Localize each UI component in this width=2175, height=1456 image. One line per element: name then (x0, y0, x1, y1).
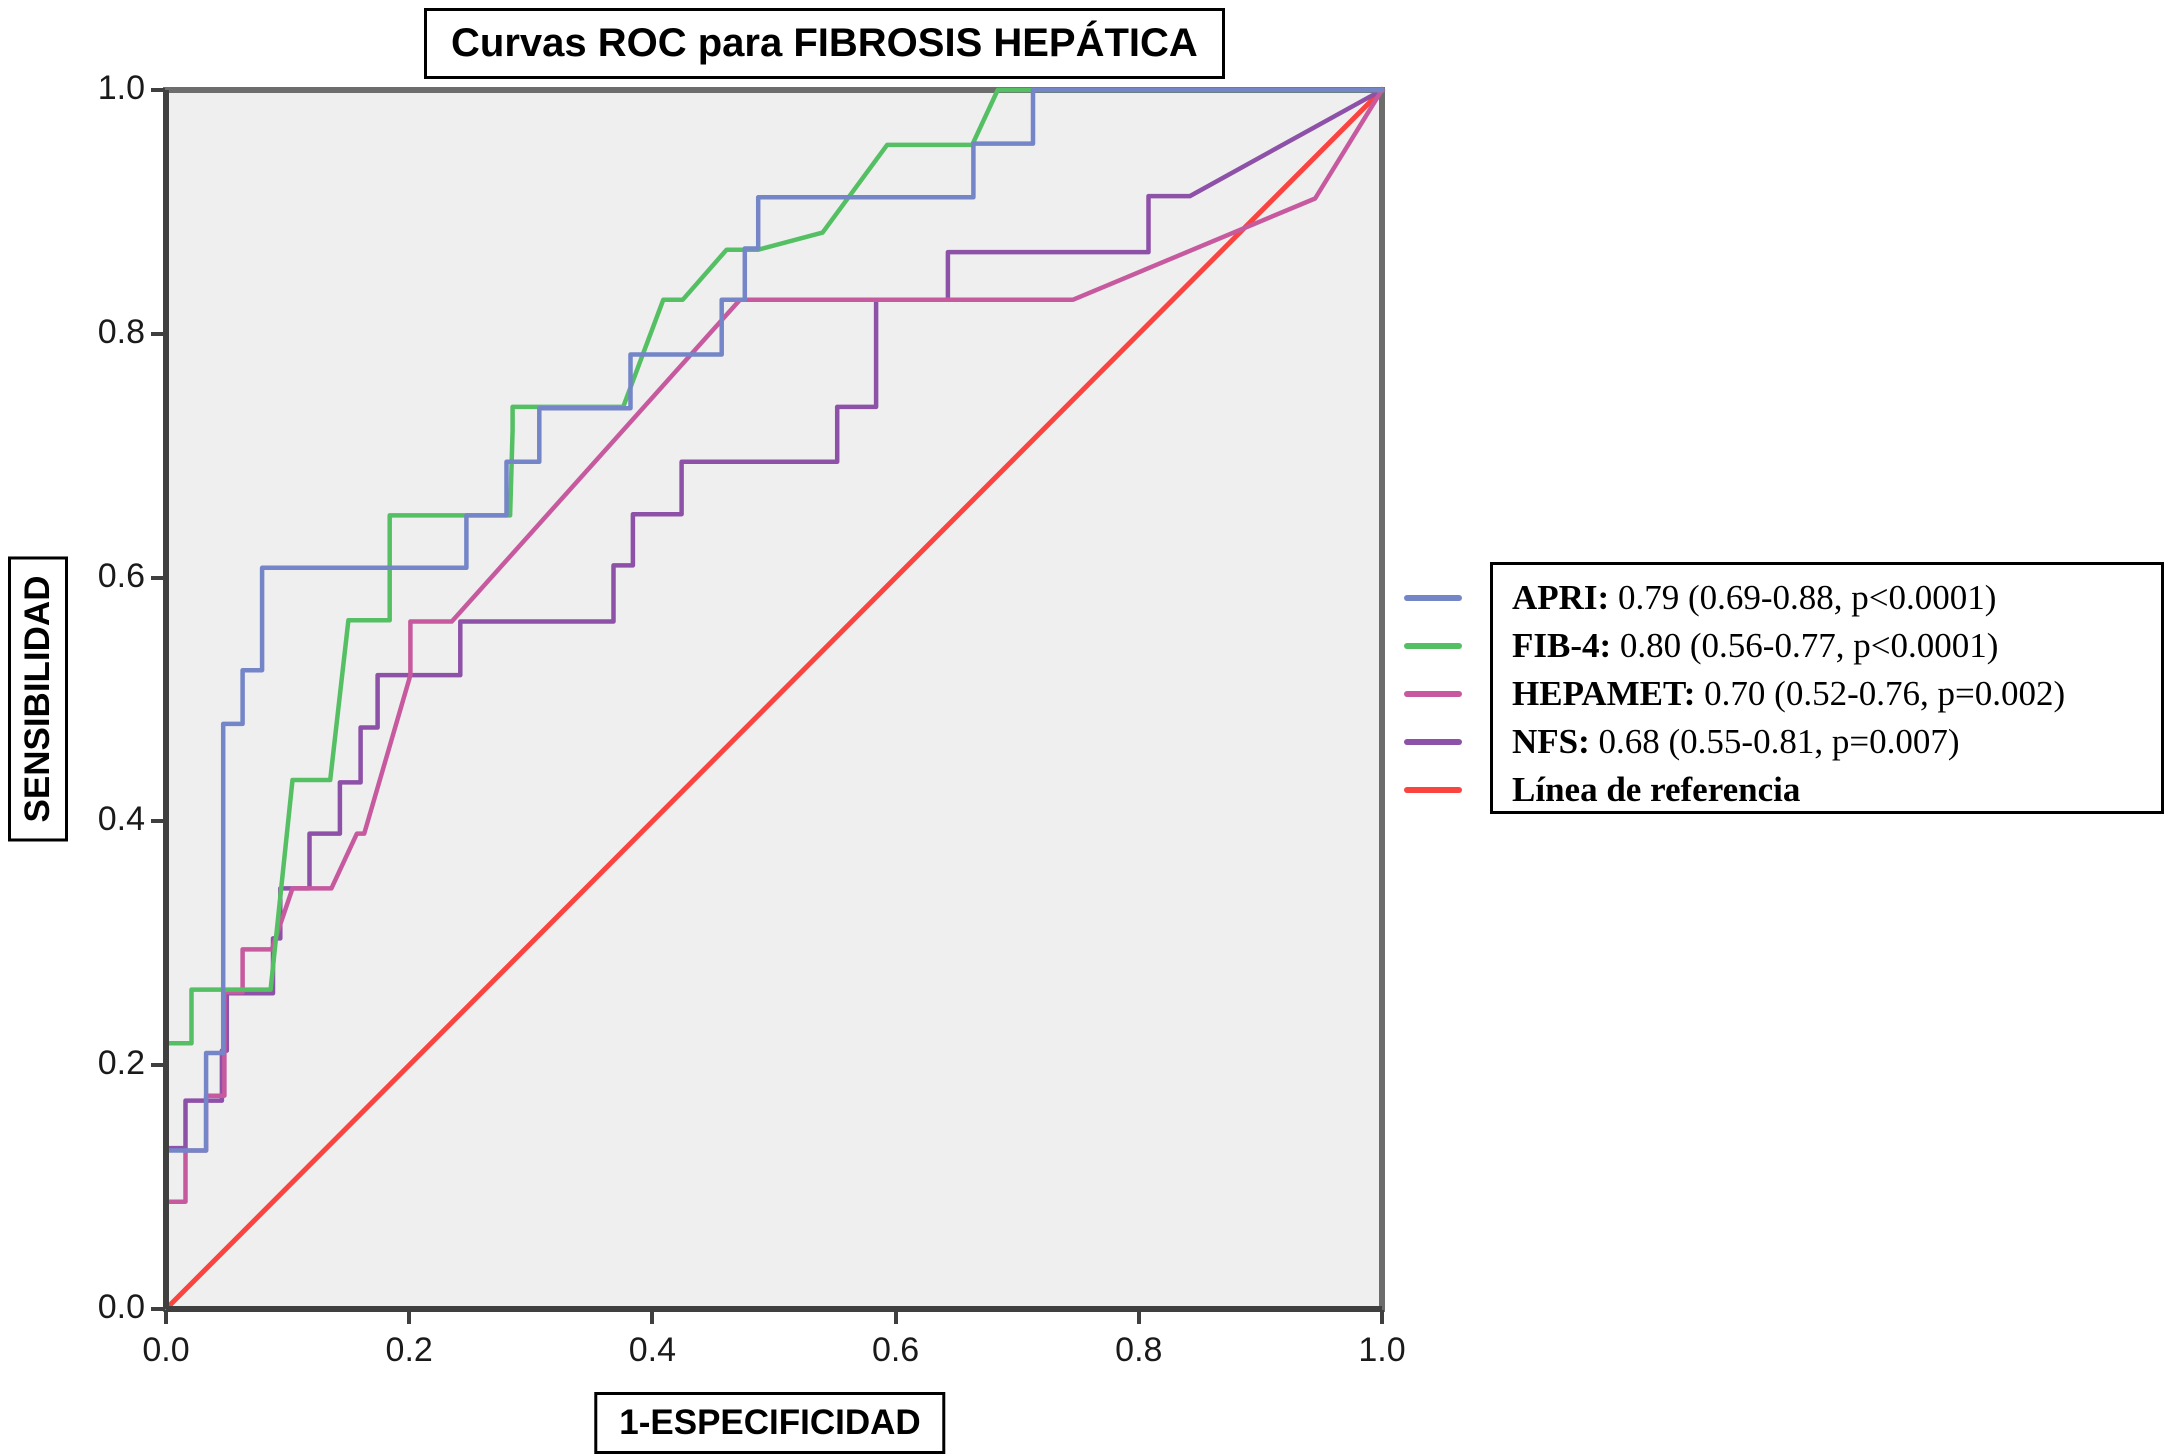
legend-swatch-line (1404, 595, 1462, 601)
legend-swatch-line (1404, 739, 1462, 745)
chart-title: Curvas ROC para FIBROSIS HEPÁTICA (424, 8, 1225, 79)
y-tick-label: 0.6 (97, 556, 145, 595)
legend-entry: HEPAMET: 0.70 (0.52-0.76, p=0.002) (1404, 670, 2065, 718)
legend-entry-text: FIB-4: 0.80 (0.56-0.77, p<0.0001) (1512, 626, 1998, 666)
y-tick-label: 0.2 (97, 1044, 145, 1083)
x-tick-label: 1.0 (1358, 1331, 1406, 1369)
legend-entry-label: HEPAMET: (1512, 674, 1696, 713)
legend-entry-detail: 0.68 (0.55-0.81, p=0.007) (1589, 722, 1960, 761)
legend-entry-text: HEPAMET: 0.70 (0.52-0.76, p=0.002) (1512, 674, 2065, 714)
x-tick-mark (650, 1310, 655, 1324)
y-axis-label: SENSIBILIDAD (8, 556, 68, 842)
legend-swatch-line (1404, 643, 1462, 649)
x-tick-label: 0.2 (385, 1331, 433, 1369)
legend-entry: NFS: 0.68 (0.55-0.81, p=0.007) (1404, 718, 2065, 766)
plot-area (162, 86, 1386, 1313)
legend-entry-label: APRI: (1512, 578, 1610, 617)
x-tick-label: 0.8 (1115, 1331, 1163, 1369)
x-tick-mark (893, 1310, 898, 1324)
roc-curve-nfs (163, 86, 1386, 1312)
legend-entry-text: NFS: 0.68 (0.55-0.81, p=0.007) (1512, 722, 1960, 762)
x-tick-label: 0.4 (628, 1331, 677, 1369)
legend-entry-text: Línea de referencia (1512, 770, 1800, 810)
legend-entry: FIB-4: 0.80 (0.56-0.77, p<0.0001) (1404, 622, 2065, 670)
legend: APRI: 0.79 (0.69-0.88, p<0.0001) FIB-4: 0… (1404, 574, 2065, 814)
roc-curve-fib-4 (163, 87, 1385, 1312)
legend-entry: APRI: 0.79 (0.69-0.88, p<0.0001) (1404, 574, 2065, 622)
legend-entry: Línea de referencia (1404, 766, 2065, 814)
x-tick-label: 0.6 (871, 1331, 920, 1369)
x-tick-mark (164, 1310, 168, 1324)
y-tick-mark (151, 1307, 165, 1311)
legend-entry-label: Línea de referencia (1512, 770, 1801, 809)
x-axis-label: 1-ESPECIFICIDAD (594, 1392, 946, 1454)
roc-curve-apri (163, 87, 1385, 1312)
legend-entry-label: FIB-4: (1512, 626, 1612, 665)
x-tick-mark (1136, 1310, 1141, 1324)
y-tick-mark (151, 819, 165, 824)
y-tick-label: 1.0 (97, 69, 145, 107)
y-tick-mark (151, 331, 165, 336)
y-tick-label: 0.0 (97, 1288, 145, 1326)
y-tick-mark (151, 1063, 165, 1068)
legend-entry-detail: 0.79 (0.69-0.88, p<0.0001) (1609, 578, 1997, 617)
legend-entry-detail: 0.80 (0.56-0.77, p<0.0001) (1611, 626, 1999, 665)
legend-swatch-line (1404, 787, 1462, 793)
x-tick-mark (1380, 1310, 1384, 1324)
roc-curve-l-nea-de-referencia (162, 86, 1386, 1313)
y-tick-label: 0.8 (97, 312, 145, 351)
legend-box (1490, 562, 2164, 814)
x-tick-label: 0.0 (142, 1331, 190, 1369)
legend-swatch-line (1404, 691, 1462, 697)
legend-entry-detail: 0.70 (0.52-0.76, p=0.002) (1695, 674, 2066, 713)
y-tick-mark (151, 88, 165, 92)
x-tick-mark (407, 1310, 412, 1324)
legend-entry-text: APRI: 0.79 (0.69-0.88, p<0.0001) (1512, 578, 1996, 618)
roc-curves-canvas (162, 86, 1386, 1313)
legend-entry-label: NFS: (1512, 722, 1590, 761)
y-tick-mark (151, 575, 165, 580)
y-tick-label: 0.4 (97, 800, 145, 839)
